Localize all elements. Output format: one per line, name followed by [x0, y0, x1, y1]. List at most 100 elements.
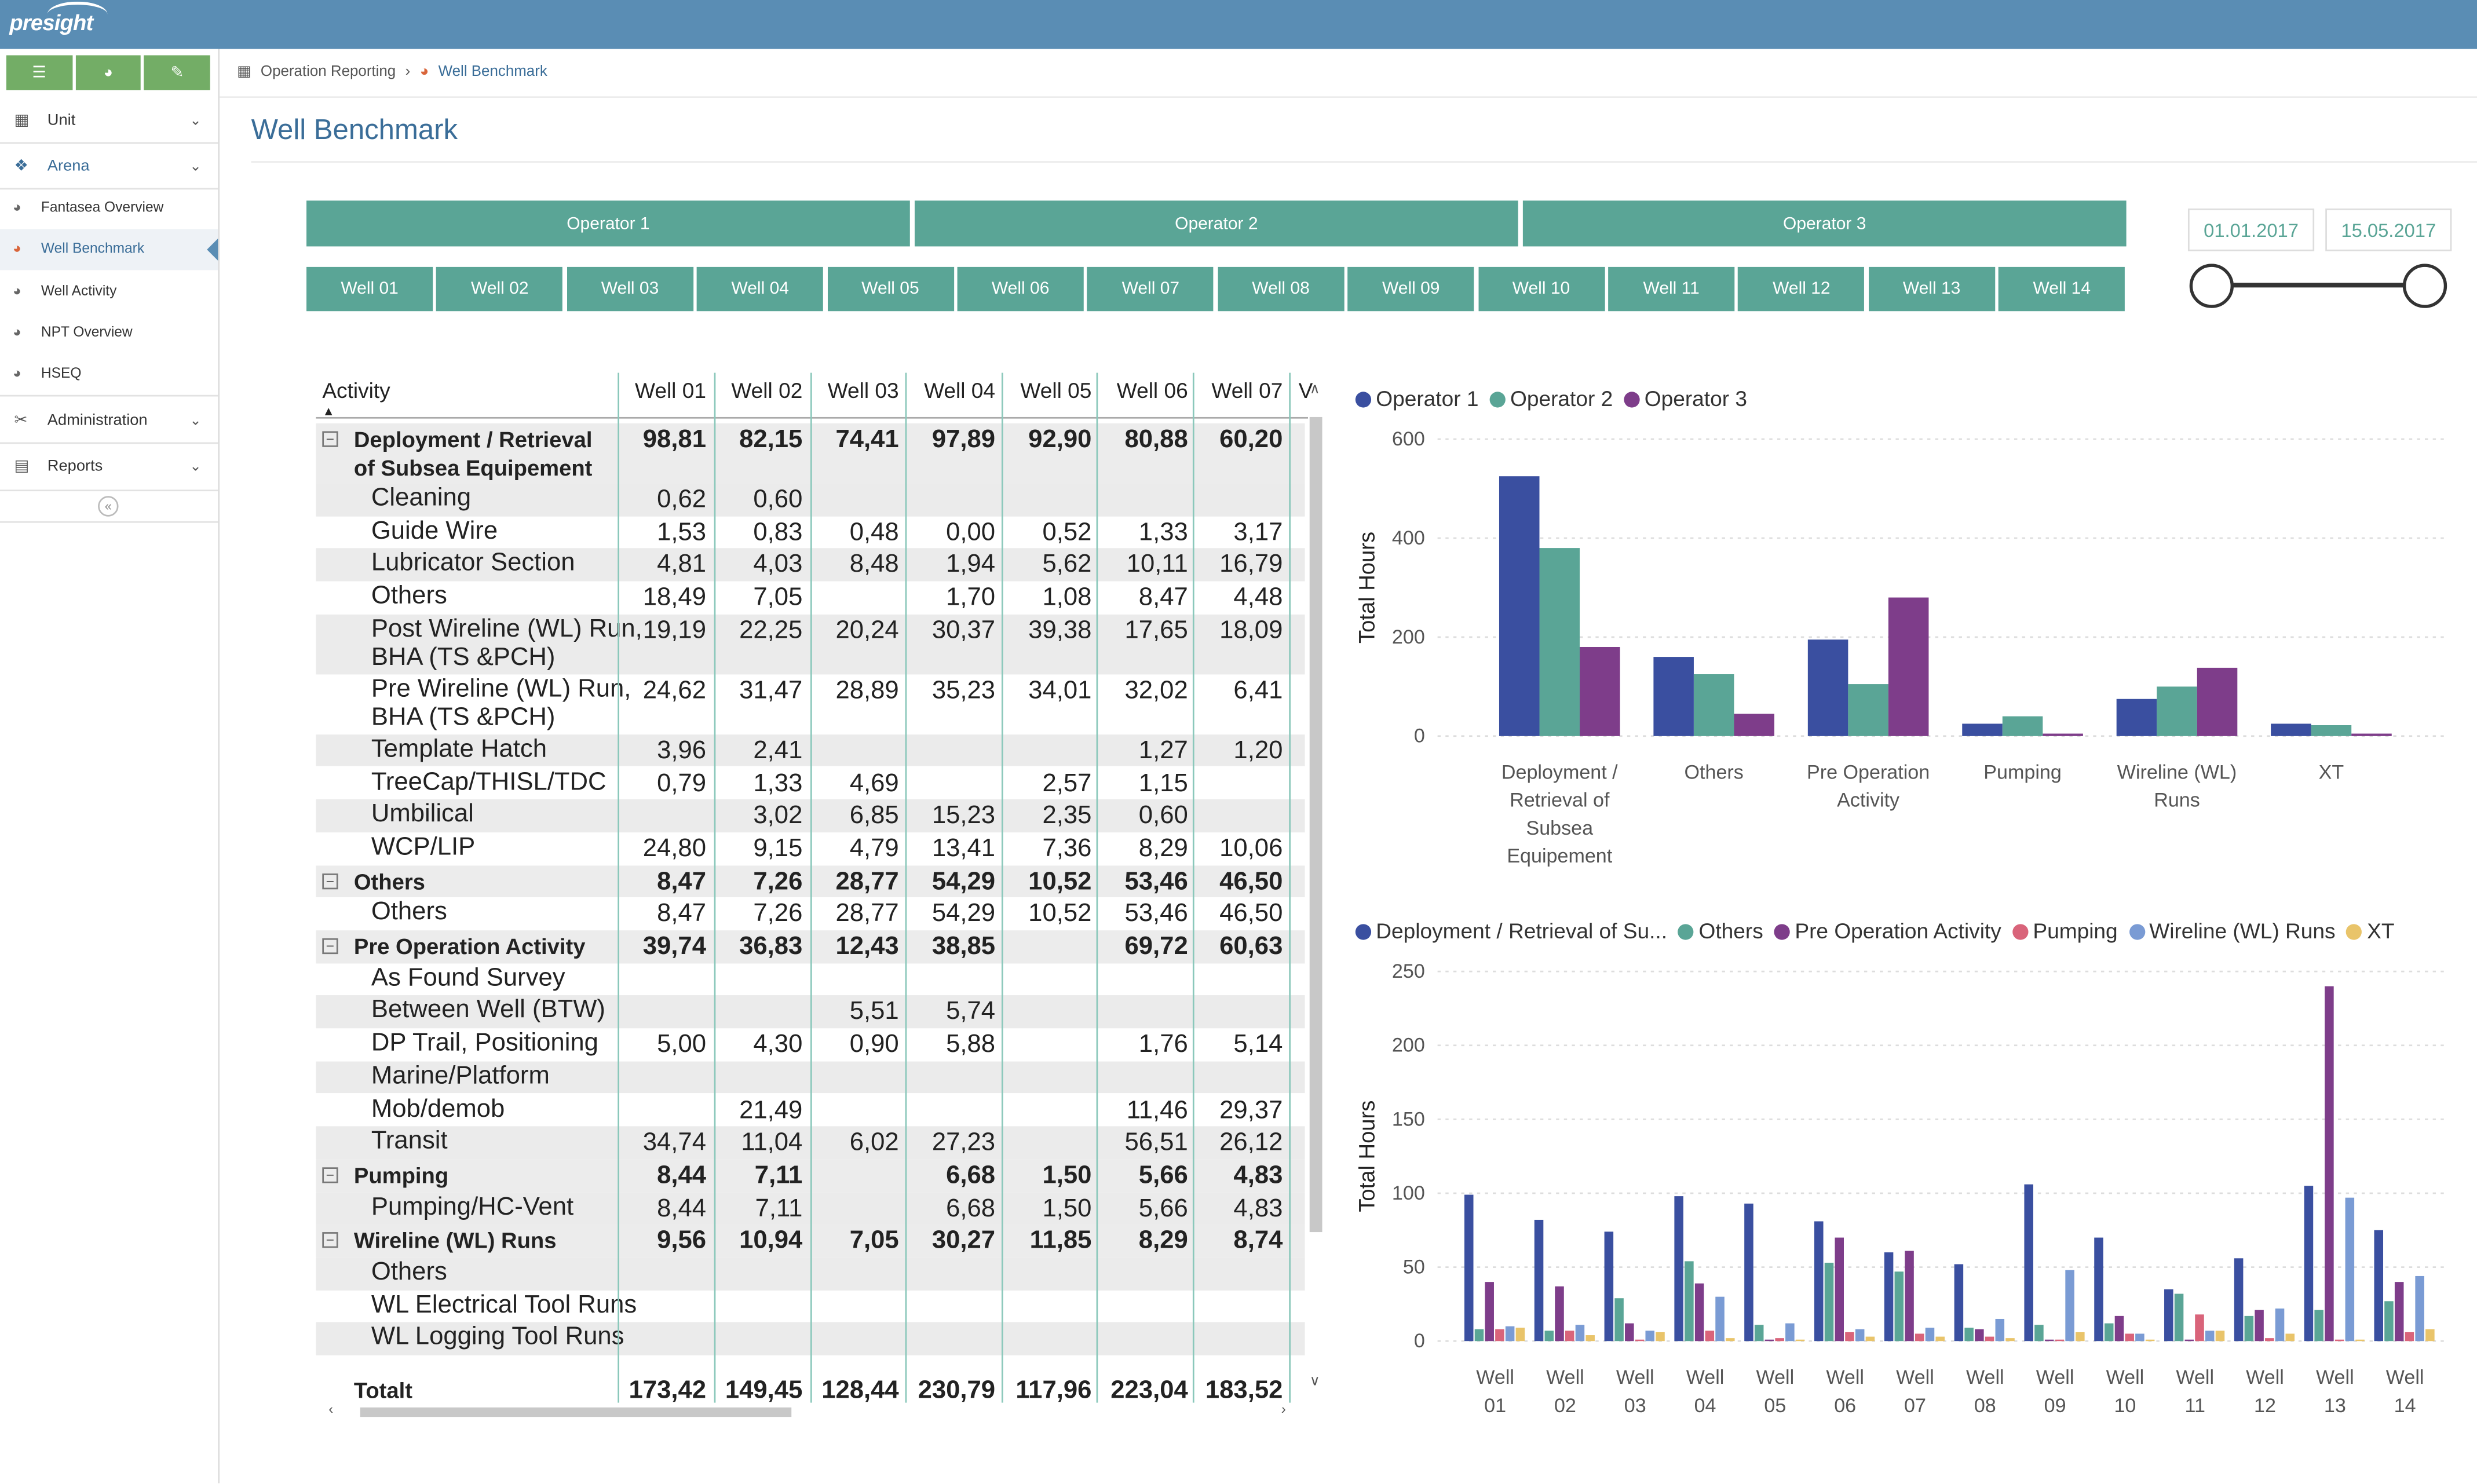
bar[interactable]: [2044, 1339, 2054, 1342]
bar[interactable]: [1905, 1251, 1914, 1342]
bar[interactable]: [1855, 1329, 1865, 1342]
bar[interactable]: [1694, 1283, 1704, 1342]
well-filter-14[interactable]: Well 14: [1999, 266, 2125, 312]
bar[interactable]: [2034, 1325, 2044, 1342]
bar[interactable]: [1925, 1328, 1935, 1342]
collapse-sidebar-icon[interactable]: «: [98, 496, 119, 517]
bar[interactable]: [1653, 657, 1694, 736]
bar[interactable]: [2135, 1333, 2144, 1342]
scroll-up-icon[interactable]: ∧: [1309, 381, 1320, 397]
bar[interactable]: [1764, 1339, 1774, 1342]
well-filter-7[interactable]: Well 07: [1087, 266, 1214, 312]
bar[interactable]: [2304, 1186, 2314, 1342]
bar[interactable]: [1515, 1328, 1525, 1342]
bar[interactable]: [1964, 1328, 1974, 1342]
bar[interactable]: [1754, 1325, 1764, 1342]
table-row[interactable]: Guide Wire 1,53 0,83 0,48 0,00 0,52 1,33 3,17: [309, 516, 1305, 549]
bar[interactable]: [2145, 1339, 2155, 1342]
collapse-icon[interactable]: −: [322, 872, 338, 889]
list-icon[interactable]: ☰: [6, 55, 72, 90]
table-row[interactable]: Lubricator Section 4,81 4,03 8,48 1,94 5,62 10…: [309, 549, 1305, 582]
well-filter-10[interactable]: Well 10: [1478, 266, 1605, 312]
legend-item[interactable]: Wireline (WL) Runs: [2128, 919, 2336, 943]
bar[interactable]: [1555, 1286, 1564, 1342]
bar[interactable]: [2351, 733, 2392, 736]
collapse-icon[interactable]: −: [322, 431, 338, 447]
column-header-well[interactable]: V: [1298, 379, 1313, 403]
bar[interactable]: [2215, 1331, 2225, 1342]
collapse-icon[interactable]: −: [322, 938, 338, 955]
bar[interactable]: [1534, 1219, 1544, 1342]
table-row[interactable]: Pre Wireline (WL) Run, BHA (TS &PCH) 24,62…: [309, 674, 1305, 734]
bar[interactable]: [1985, 1336, 1994, 1342]
bar[interactable]: [1807, 639, 1848, 736]
bar[interactable]: [1580, 646, 1620, 736]
column-header-well[interactable]: Well 04: [924, 379, 996, 403]
well-filter-1[interactable]: Well 01: [306, 266, 433, 312]
bar[interactable]: [1499, 476, 1540, 736]
well-filter-5[interactable]: Well 05: [827, 266, 954, 312]
legend-item[interactable]: Pumping: [2012, 919, 2118, 943]
table-row[interactable]: DP Trail, Positioning 5,00 4,30 0,90 5,88 1,7…: [309, 1029, 1305, 1061]
bar[interactable]: [1464, 1194, 1474, 1342]
table-row[interactable]: WL Electrical Tool Runs: [309, 1290, 1305, 1322]
bar[interactable]: [2164, 1289, 2173, 1342]
bar[interactable]: [2425, 1329, 2435, 1342]
table-row[interactable]: Mob/demob 21,49 11,46 29,37: [309, 1094, 1305, 1126]
legend-item[interactable]: Operator 3: [1624, 387, 1747, 411]
date-range-slider[interactable]: [2211, 283, 2424, 288]
bar[interactable]: [2325, 986, 2334, 1342]
dashboard-icon[interactable]: ◕: [75, 55, 141, 90]
table-row[interactable]: WCP/LIP 24,80 9,15 4,79 13,41 7,36 8,29 10,06: [309, 832, 1305, 865]
operator-3-filter[interactable]: Operator 3: [1522, 200, 2127, 247]
slider-end-handle[interactable]: [2402, 264, 2447, 308]
legend-item[interactable]: Operator 1: [1355, 387, 1478, 411]
breadcrumb-root[interactable]: Operation Reporting: [260, 63, 396, 81]
bar[interactable]: [2065, 1270, 2074, 1342]
bar[interactable]: [2415, 1275, 2424, 1342]
column-header-well[interactable]: Well 06: [1116, 379, 1188, 403]
bar[interactable]: [1775, 1338, 1784, 1342]
bar[interactable]: [2345, 1197, 2355, 1342]
bar[interactable]: [2024, 1184, 2033, 1342]
table-row[interactable]: Post Wireline (WL) Run, BHA (TS &PCH) 19,1…: [309, 614, 1305, 674]
bar[interactable]: [1894, 1271, 1904, 1342]
bar[interactable]: [1865, 1336, 1875, 1342]
bar[interactable]: [2094, 1237, 2103, 1342]
bar[interactable]: [1505, 1326, 1515, 1342]
start-date-input[interactable]: 01.01.2017: [2187, 208, 2315, 251]
bar[interactable]: [1604, 1231, 1614, 1342]
bar[interactable]: [1715, 1296, 1725, 1342]
bar[interactable]: [1888, 597, 1929, 736]
sidebar-item-arena[interactable]: ❖ Arena ⌄: [0, 148, 218, 183]
bar[interactable]: [2244, 1315, 2254, 1342]
bar[interactable]: [2157, 686, 2197, 736]
sidebar-item-well-benchmark[interactable]: ◕ Well Benchmark: [0, 229, 218, 271]
bar[interactable]: [1824, 1262, 1834, 1342]
table-group-row[interactable]: − Pumping 8,44 7,11 6,68 1,50 5,66 4,83: [309, 1159, 1305, 1192]
column-header-well[interactable]: Well 05: [1020, 379, 1092, 403]
bar[interactable]: [1814, 1221, 1824, 1342]
bar[interactable]: [1705, 1331, 1715, 1342]
bar[interactable]: [1954, 1264, 1964, 1342]
bar[interactable]: [1685, 1261, 1694, 1342]
scroll-right-icon[interactable]: ›: [1281, 1401, 1286, 1417]
bar[interactable]: [1795, 1339, 1805, 1342]
table-row[interactable]: Marine/Platform: [309, 1061, 1305, 1094]
table-row[interactable]: Pumping/HC-Vent 8,44 7,11 6,68 1,50 5,66 4,83: [309, 1191, 1305, 1225]
column-header-well[interactable]: Well 02: [731, 379, 803, 403]
bar[interactable]: [1614, 1298, 1624, 1342]
bar[interactable]: [1656, 1332, 1665, 1342]
table-row[interactable]: Others 8,47 7,26 28,77 54,29 10,52 53,46 46,50: [309, 898, 1305, 930]
bar[interactable]: [1835, 1237, 1844, 1342]
bar[interactable]: [2271, 723, 2311, 736]
bar[interactable]: [1915, 1333, 1924, 1342]
bar[interactable]: [1539, 548, 1580, 736]
column-header-activity[interactable]: Activity: [322, 379, 390, 403]
column-header-well[interactable]: Well 01: [635, 379, 706, 403]
bar[interactable]: [1645, 1331, 1655, 1342]
bar[interactable]: [1485, 1282, 1494, 1342]
bar[interactable]: [2114, 1315, 2124, 1342]
sidebar-item-unit[interactable]: ▦ Unit ⌄: [0, 103, 218, 137]
collapse-icon[interactable]: −: [322, 1232, 338, 1249]
